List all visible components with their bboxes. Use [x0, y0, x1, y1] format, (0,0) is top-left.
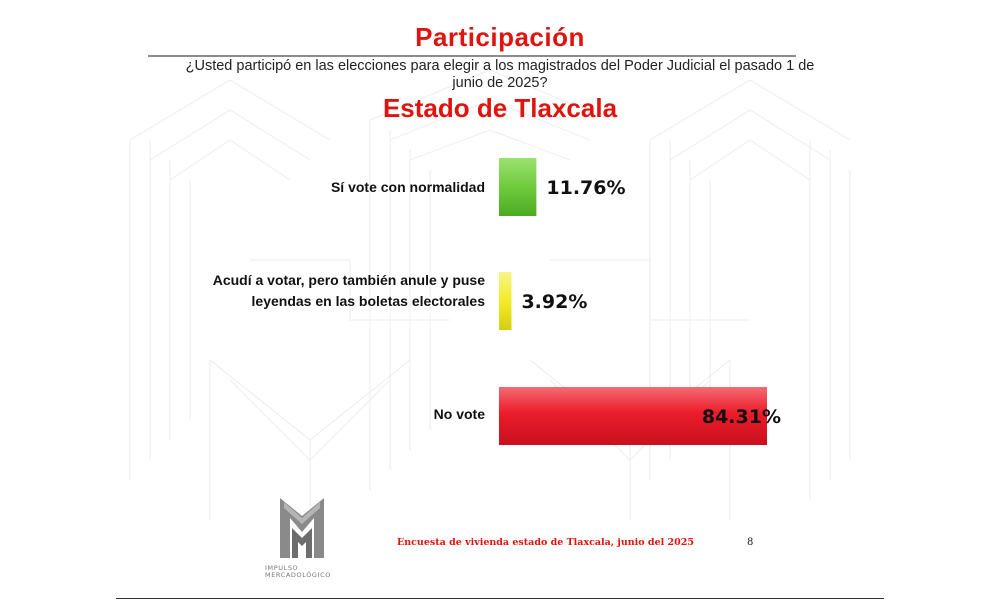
- title-divider: [148, 55, 796, 57]
- category-label: No vote: [433, 406, 485, 422]
- bar: [499, 158, 537, 216]
- bar: [499, 272, 512, 330]
- company-logo: [280, 498, 324, 558]
- bottom-divider: [116, 598, 884, 599]
- page-number: 8: [747, 537, 754, 548]
- category-label: Acudí a votar, pero también anule y puse…: [212, 272, 485, 309]
- logo-text-line2: MERCADOLÓGICO: [265, 571, 331, 579]
- chart-title: Participación: [415, 22, 585, 52]
- data-label: 3.92%: [521, 291, 587, 313]
- data-label: 84.31%: [702, 406, 781, 428]
- logo-text-line1: IMPULSO: [265, 564, 299, 572]
- bar: [499, 387, 767, 445]
- category-label: Sí vote con normalidad: [330, 179, 485, 195]
- chart-subtitle: Estado de Tlaxcala: [382, 93, 618, 123]
- source-note: Encuesta de vivienda estado de Tlaxcala,…: [397, 537, 694, 548]
- background-pattern: [129, 69, 851, 520]
- data-label: 11.76%: [546, 177, 625, 199]
- survey-question: ¿Usted participó en las elecciones para …: [185, 58, 815, 91]
